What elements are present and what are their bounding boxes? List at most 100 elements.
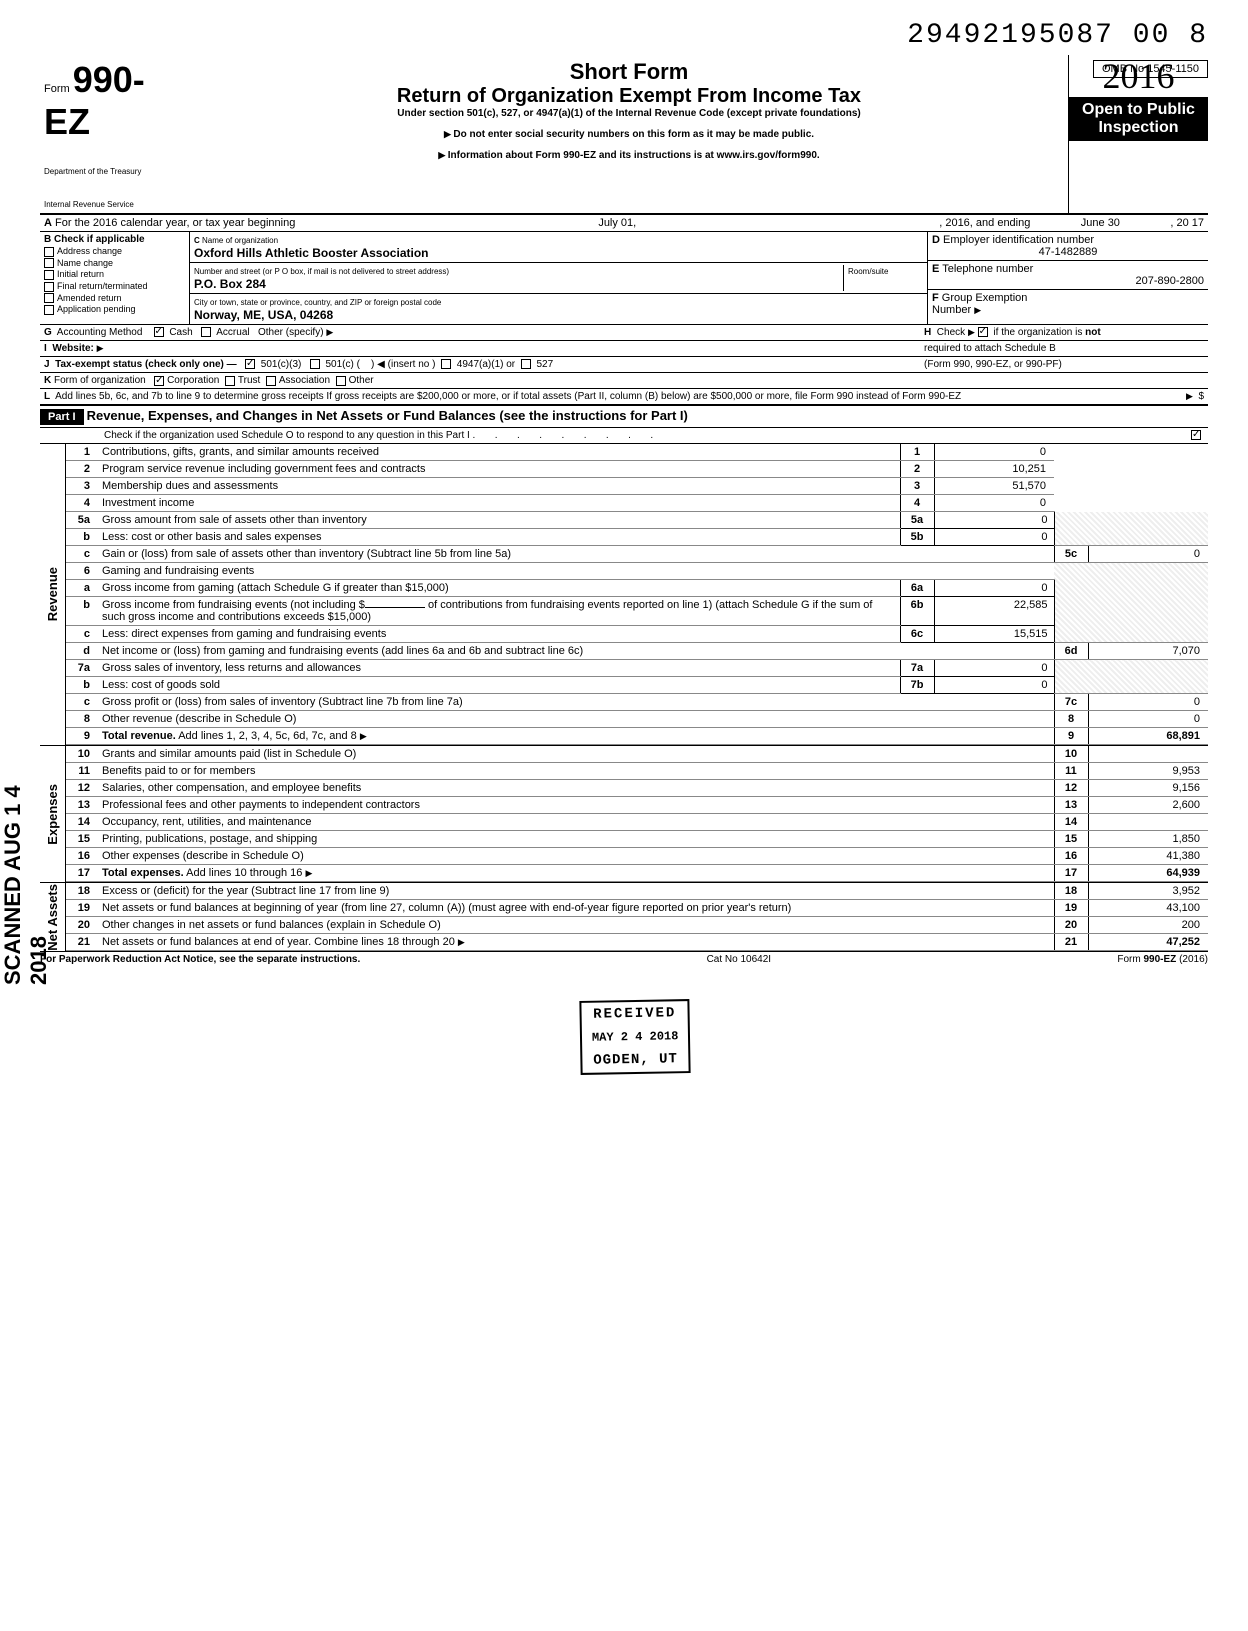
k-label: Form of organization bbox=[54, 375, 146, 386]
side-revenue: Revenue bbox=[40, 444, 66, 745]
cb-trust[interactable] bbox=[225, 376, 235, 386]
row-4-amt: 0 bbox=[934, 495, 1054, 512]
row-4: 4Investment income40 bbox=[66, 495, 1208, 512]
footer-form-no: 990-EZ bbox=[1144, 954, 1177, 965]
cb-501c[interactable] bbox=[310, 359, 320, 369]
cb-initial-return[interactable]: Initial return bbox=[44, 269, 185, 280]
arrow-21 bbox=[458, 936, 465, 948]
row-11-amt: 9,953 bbox=[1088, 763, 1208, 780]
side-netassets-label: Net Assets bbox=[45, 884, 60, 951]
note-ssn: Do not enter social security numbers on … bbox=[198, 129, 1060, 140]
arrow-icon-4 bbox=[97, 343, 104, 354]
row-11-box: 11 bbox=[1054, 763, 1088, 780]
row-6d-amt: 7,070 bbox=[1088, 643, 1208, 660]
j-label: Tax-exempt status (check only one) — bbox=[55, 359, 237, 370]
blank-6b bbox=[365, 607, 425, 608]
letter-b: B bbox=[44, 234, 51, 245]
line-a-text: For the 2016 calendar year, or tax year … bbox=[55, 217, 295, 229]
col-c: C Name of organization Oxford Hills Athl… bbox=[190, 232, 928, 324]
side-revenue-label: Revenue bbox=[45, 567, 60, 621]
form-word: Form bbox=[44, 83, 70, 95]
cb-address-change[interactable]: Address change bbox=[44, 246, 185, 257]
row-21-txt: Net assets or fund balances at end of ye… bbox=[102, 936, 455, 948]
row-7c-box: 7c bbox=[1054, 694, 1088, 711]
cb-sched-b[interactable] bbox=[978, 327, 988, 337]
arrow-17 bbox=[305, 867, 312, 879]
row-6c-mbox: 6c bbox=[900, 626, 934, 643]
k-assoc: Association bbox=[279, 375, 330, 386]
row-6c: cLess: direct expenses from gaming and f… bbox=[66, 626, 1208, 643]
footer-mid: Cat No 10642I bbox=[707, 954, 772, 965]
cb-assoc[interactable] bbox=[266, 376, 276, 386]
k-trust: Trust bbox=[238, 375, 260, 386]
row-21-amt: 47,252 bbox=[1088, 934, 1208, 951]
row-17-box: 17 bbox=[1054, 865, 1088, 882]
part-1-check: Check if the organization used Schedule … bbox=[40, 428, 1208, 444]
dept-irs: Internal Revenue Service bbox=[44, 200, 186, 209]
b-item-0: Address change bbox=[57, 246, 122, 256]
row-9-txt2: Add lines 1, 2, 3, 4, 5c, 6d, 7c, and 8 bbox=[178, 730, 357, 742]
cb-527[interactable] bbox=[521, 359, 531, 369]
col-de: D Employer identification number 47-1482… bbox=[928, 232, 1208, 324]
cb-other-org[interactable] bbox=[336, 376, 346, 386]
cb-cash[interactable] bbox=[154, 327, 164, 337]
row-12-box: 12 bbox=[1054, 780, 1088, 797]
line-a-end: June 30 bbox=[1030, 217, 1170, 229]
letter-a: A bbox=[44, 217, 52, 229]
footer-left: For Paperwork Reduction Act Notice, see … bbox=[40, 954, 360, 965]
h-txt3: not bbox=[1085, 327, 1101, 338]
row-18-txt: Excess or (deficit) for the year (Subtra… bbox=[98, 883, 1054, 900]
g-label: Accounting Method bbox=[57, 327, 143, 338]
row-18-amt: 3,952 bbox=[1088, 883, 1208, 900]
revenue-table: 1Contributions, gifts, grants, and simil… bbox=[66, 444, 1208, 745]
cb-amended[interactable]: Amended return bbox=[44, 293, 185, 304]
c-label: Name of organization bbox=[202, 236, 278, 245]
row-2: 2Program service revenue including gover… bbox=[66, 461, 1208, 478]
row-6a-txt: Gross income from gaming (attach Schedul… bbox=[98, 580, 900, 597]
row-12-amt: 9,156 bbox=[1088, 780, 1208, 797]
row-19-txt: Net assets or fund balances at beginning… bbox=[98, 900, 1054, 917]
row-5b-txt: Less: cost or other basis and sales expe… bbox=[98, 529, 900, 546]
cb-pending[interactable]: Application pending bbox=[44, 304, 185, 315]
j-4947: 4947(a)(1) or bbox=[457, 359, 515, 370]
cb-4947[interactable] bbox=[441, 359, 451, 369]
line-i: I Website: required to attach Schedule B bbox=[40, 341, 1208, 357]
title-center: Short Form Return of Organization Exempt… bbox=[190, 55, 1068, 213]
k-corp: Corporation bbox=[167, 375, 219, 386]
row-8: 8Other revenue (describe in Schedule O)8… bbox=[66, 711, 1208, 728]
phone: 207-890-2800 bbox=[932, 275, 1204, 287]
line-k: K Form of organization Corporation Trust… bbox=[40, 373, 1208, 389]
row-1-box: 1 bbox=[900, 444, 934, 461]
row-5a-mbox: 5a bbox=[900, 512, 934, 529]
row-6b: bGross income from fundraising events (n… bbox=[66, 597, 1208, 626]
dept-treasury: Department of the Treasury bbox=[44, 167, 186, 176]
cb-final-return[interactable]: Final return/terminated bbox=[44, 281, 185, 292]
org-address: P.O. Box 284 bbox=[194, 277, 266, 291]
cb-corp[interactable] bbox=[154, 376, 164, 386]
footer: For Paperwork Reduction Act Notice, see … bbox=[40, 951, 1208, 965]
row-13-amt: 2,600 bbox=[1088, 797, 1208, 814]
row-14-amt bbox=[1088, 814, 1208, 831]
line-j: J Tax-exempt status (check only one) — 5… bbox=[40, 357, 1208, 373]
part1-check-text: Check if the organization used Schedule … bbox=[44, 430, 470, 441]
row-21: 21Net assets or fund balances at end of … bbox=[66, 934, 1208, 951]
row-15-box: 15 bbox=[1054, 831, 1088, 848]
revenue-section: Revenue 1Contributions, gifts, grants, a… bbox=[40, 444, 1208, 745]
cb-accrual[interactable] bbox=[201, 327, 211, 337]
row-5c-txt: Gain or (loss) from sale of assets other… bbox=[98, 546, 1054, 563]
cb-schedule-o[interactable] bbox=[1191, 430, 1201, 440]
g-accrual: Accrual bbox=[216, 327, 249, 338]
expenses-section: Expenses 10Grants and similar amounts pa… bbox=[40, 745, 1208, 882]
row-14-txt: Occupancy, rent, utilities, and maintena… bbox=[98, 814, 1054, 831]
cb-name-change[interactable]: Name change bbox=[44, 258, 185, 269]
cb-501c3[interactable] bbox=[245, 359, 255, 369]
row-7c: cGross profit or (loss) from sales of in… bbox=[66, 694, 1208, 711]
row-18: 18Excess or (deficit) for the year (Subt… bbox=[66, 883, 1208, 900]
j-501c3: 501(c)(3) bbox=[261, 359, 302, 370]
row-20-txt: Other changes in net assets or fund bala… bbox=[98, 917, 1054, 934]
addr-label: Number and street (or P O box, if mail i… bbox=[194, 267, 449, 276]
row-9-box: 9 bbox=[1054, 728, 1088, 745]
row-5b-mbox: 5b bbox=[900, 529, 934, 546]
netassets-table: 18Excess or (deficit) for the year (Subt… bbox=[66, 883, 1208, 951]
row-6: 6Gaming and fundraising events bbox=[66, 563, 1208, 580]
